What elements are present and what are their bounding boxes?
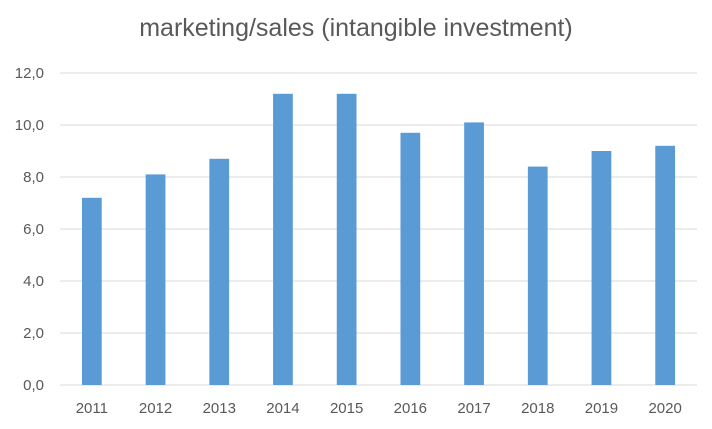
gridlines (60, 72, 697, 386)
x-tick-label: 2012 (139, 400, 172, 417)
bar-2017 (464, 122, 484, 386)
x-axis-labels: 2011 2012 2013 2014 2015 2016 2017 2018 2019 2020 (76, 400, 682, 417)
y-tick-label: 8,0 (23, 169, 44, 186)
y-tick-label: 2,0 (23, 325, 44, 342)
y-tick-label: 12,0 (15, 65, 44, 82)
x-tick-label: 2014 (266, 400, 299, 417)
bars (81, 93, 676, 386)
x-tick-label: 2018 (521, 400, 554, 417)
x-tick-label: 2020 (648, 400, 681, 417)
x-tick-label: 2019 (585, 400, 618, 417)
y-tick-label: 10,0 (15, 117, 44, 134)
y-axis-labels: 0,0 2,0 4,0 6,0 8,0 10,0 12,0 (15, 65, 44, 394)
bar-2018 (527, 166, 548, 385)
y-tick-label: 0,0 (23, 377, 44, 394)
chart-title: marketing/sales (intangible investment) (139, 14, 573, 42)
bar-2020 (655, 145, 676, 385)
x-tick-label: 2011 (76, 400, 108, 417)
x-tick-label: 2015 (330, 400, 363, 417)
x-tick-label: 2016 (394, 400, 427, 417)
x-tick-label: 2017 (457, 400, 490, 417)
bar-2014 (273, 93, 293, 386)
bar-2013 (209, 158, 230, 385)
bar-2016 (400, 132, 421, 385)
bar-2015 (336, 93, 357, 386)
y-tick-label: 6,0 (23, 221, 44, 238)
bar-2011 (81, 197, 102, 385)
bar-2019 (591, 151, 612, 385)
y-tick-label: 4,0 (23, 273, 44, 290)
x-tick-label: 2013 (203, 400, 236, 417)
bar-2012 (145, 174, 166, 385)
